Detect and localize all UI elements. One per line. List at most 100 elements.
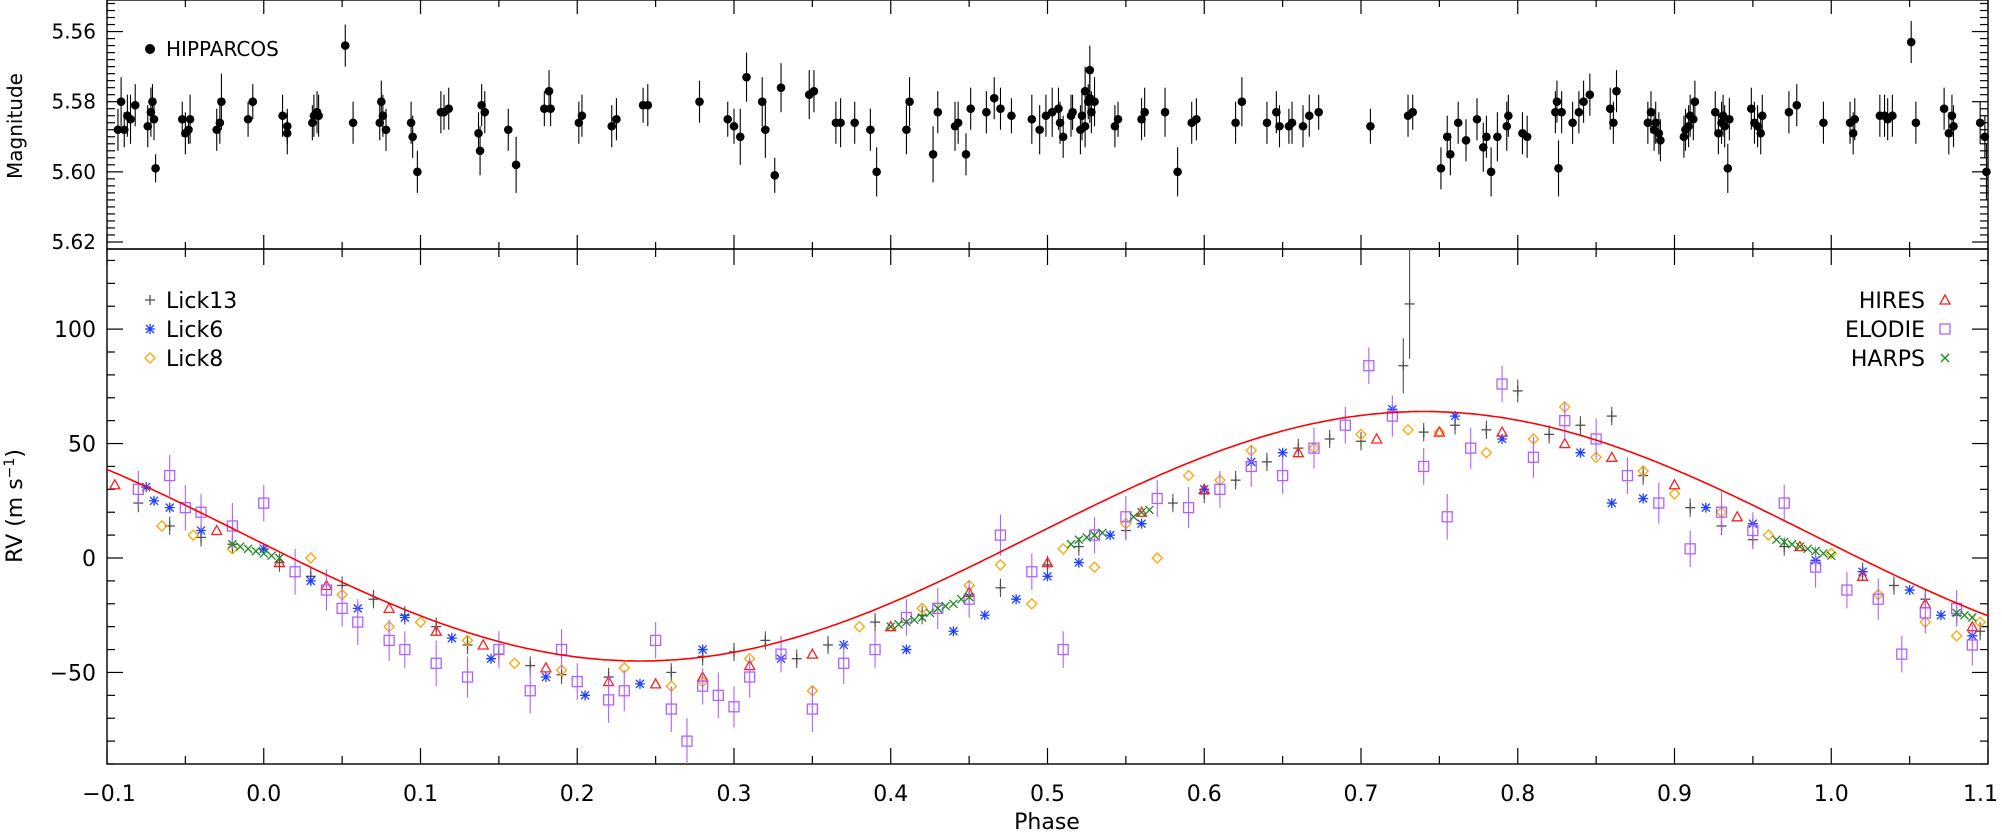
- lick6-point: [979, 610, 990, 621]
- hires-point: [477, 638, 490, 650]
- hipparcos-point: [1085, 65, 1095, 75]
- lick6-point: [634, 678, 645, 689]
- hipparcos-point: [1287, 118, 1297, 128]
- phase-axis-label: Phase: [1014, 810, 1080, 832]
- lick6-point: [1011, 594, 1022, 605]
- harps-point: [941, 601, 951, 611]
- hipparcos-point: [1478, 142, 1488, 152]
- elodie-point: [1809, 561, 1822, 573]
- hipparcos-point: [1888, 111, 1897, 121]
- elodie-point: [571, 675, 583, 688]
- hires-point: [1856, 569, 1869, 581]
- harps-point: [1811, 546, 1821, 556]
- harps-point: [1090, 530, 1099, 540]
- lick8-point: [1974, 616, 1987, 629]
- elodie-point: [195, 506, 207, 518]
- hipparcos-point: [1314, 107, 1323, 117]
- phase-tick-label: 0.0: [246, 782, 281, 807]
- lick8-point: [1088, 561, 1101, 574]
- harps-point: [948, 599, 958, 609]
- elodie-point: [1245, 460, 1257, 473]
- elodie-point: [602, 694, 615, 706]
- hipparcos-point: [761, 125, 770, 135]
- hipparcos-point: [1272, 107, 1281, 117]
- lick6-point: [164, 502, 175, 513]
- hipparcos-point: [1080, 86, 1090, 96]
- rv-y-axis-label: RV (m s−1): [2, 449, 28, 563]
- harps-point: [1771, 535, 1781, 545]
- hipparcos-point: [872, 167, 881, 177]
- hipparcos-point: [1723, 164, 1733, 173]
- hires-point: [1370, 432, 1383, 444]
- hipparcos-point: [1557, 107, 1566, 117]
- hipparcos-point: [217, 97, 226, 107]
- lick6-point: [901, 644, 912, 655]
- hipparcos-point: [480, 107, 490, 117]
- hipparcos-point: [607, 121, 617, 131]
- hipparcos-point: [1651, 118, 1660, 128]
- elodie-point: [838, 657, 850, 669]
- harps-point: [1137, 507, 1147, 517]
- hires-point: [1605, 450, 1618, 462]
- hipparcos-point: [1408, 107, 1418, 117]
- lick8-point: [994, 558, 1007, 571]
- lick6-point: [258, 543, 269, 554]
- lick6-point: [149, 495, 160, 506]
- elodie-point: [712, 689, 724, 701]
- hipparcos-point: [1980, 132, 1990, 142]
- lick6-point: [697, 644, 708, 655]
- hipparcos-point: [116, 97, 126, 107]
- elodie-point: [775, 648, 787, 660]
- lick8-point: [1433, 426, 1446, 439]
- hipparcos-point: [375, 118, 385, 128]
- elodie-point: [1465, 442, 1477, 454]
- hipparcos-point: [695, 97, 704, 107]
- hipparcos-point: [961, 150, 971, 159]
- hipparcos-point: [1579, 97, 1588, 107]
- hipparcos-point: [1753, 121, 1762, 131]
- hipparcos-point: [1237, 97, 1247, 107]
- lick6-point: [486, 653, 497, 664]
- lick8-point: [304, 552, 317, 564]
- hipparcos-point: [314, 111, 323, 121]
- lick8-point: [555, 664, 568, 677]
- hipparcos-point: [1646, 107, 1656, 117]
- hipparcos-point: [1090, 97, 1099, 107]
- lick8-point: [1950, 629, 1963, 642]
- legend-label-lick6: Lick6: [166, 318, 223, 343]
- top-y-axis-label: Magnitude: [3, 73, 27, 179]
- top-axis-ticks: [106, 0, 1989, 249]
- hipparcos-point: [966, 104, 975, 114]
- hipparcos-point: [1140, 107, 1149, 117]
- elodie-point: [1308, 442, 1320, 454]
- rv-axis-ticks: [106, 249, 1989, 765]
- elodie-point: [320, 584, 333, 596]
- harps-point: [243, 544, 253, 554]
- phase-tick-labels: −0.1 0.0 0.1 0.2 0.3 0.4 0.5 0.6 0.7 0.8 0.9 1.0 1.1: [82, 782, 1998, 807]
- hipparcos-point: [1714, 128, 1723, 138]
- hipparcos-point: [757, 97, 767, 107]
- hipparcos-point: [1710, 107, 1720, 117]
- elodie-point: [132, 483, 145, 495]
- harps-point: [1803, 544, 1813, 554]
- hipparcos-point: [1609, 118, 1618, 128]
- hipparcos-point: [474, 128, 483, 138]
- hires-point: [1135, 505, 1148, 517]
- hipparcos-point: [1975, 118, 1985, 128]
- lick6-point: [399, 612, 410, 623]
- hipparcos-point: [278, 111, 287, 121]
- elodie-point: [1684, 543, 1696, 555]
- hipparcos-point: [1442, 132, 1452, 142]
- harps-point: [267, 551, 277, 561]
- rv-y-tick-label: 100: [54, 318, 96, 343]
- hipparcos-point: [1656, 135, 1665, 145]
- lick8-point: [508, 657, 521, 670]
- hipparcos-point: [1047, 107, 1057, 117]
- hipparcos-point: [406, 118, 416, 128]
- hipparcos-point: [1275, 121, 1284, 131]
- lick8-point: [187, 529, 200, 542]
- hipparcos-point: [475, 146, 485, 156]
- hipparcos-point: [612, 114, 621, 124]
- hipparcos-point: [378, 111, 388, 121]
- harps-point: [1967, 613, 1977, 622]
